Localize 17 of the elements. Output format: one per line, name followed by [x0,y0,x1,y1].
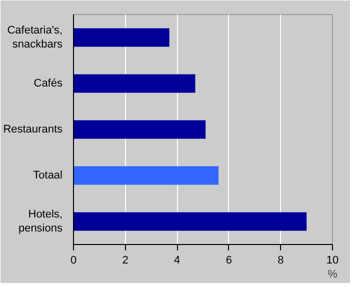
x-tick-label: 8 [278,254,284,266]
x-tick-label: 6 [226,254,232,266]
bar [74,28,170,47]
y-tick-label: Restaurants [3,124,63,136]
x-tick-label: 0 [70,254,77,266]
bar [74,166,219,185]
y-tick-label: Hotels, pensions [18,208,63,235]
y-tick-label: Cafés [34,78,63,90]
x-tick-label: 4 [174,254,180,266]
bar [74,212,307,231]
bar [74,120,206,139]
y-tick-label: Totaal [33,170,63,182]
x-tick-label: 2 [122,254,128,266]
x-tick-label: 10 [326,254,339,266]
bar [74,74,196,93]
x-axis-title: % [328,268,338,280]
y-tick-label: Cafetaria's, snackbars [7,24,63,51]
